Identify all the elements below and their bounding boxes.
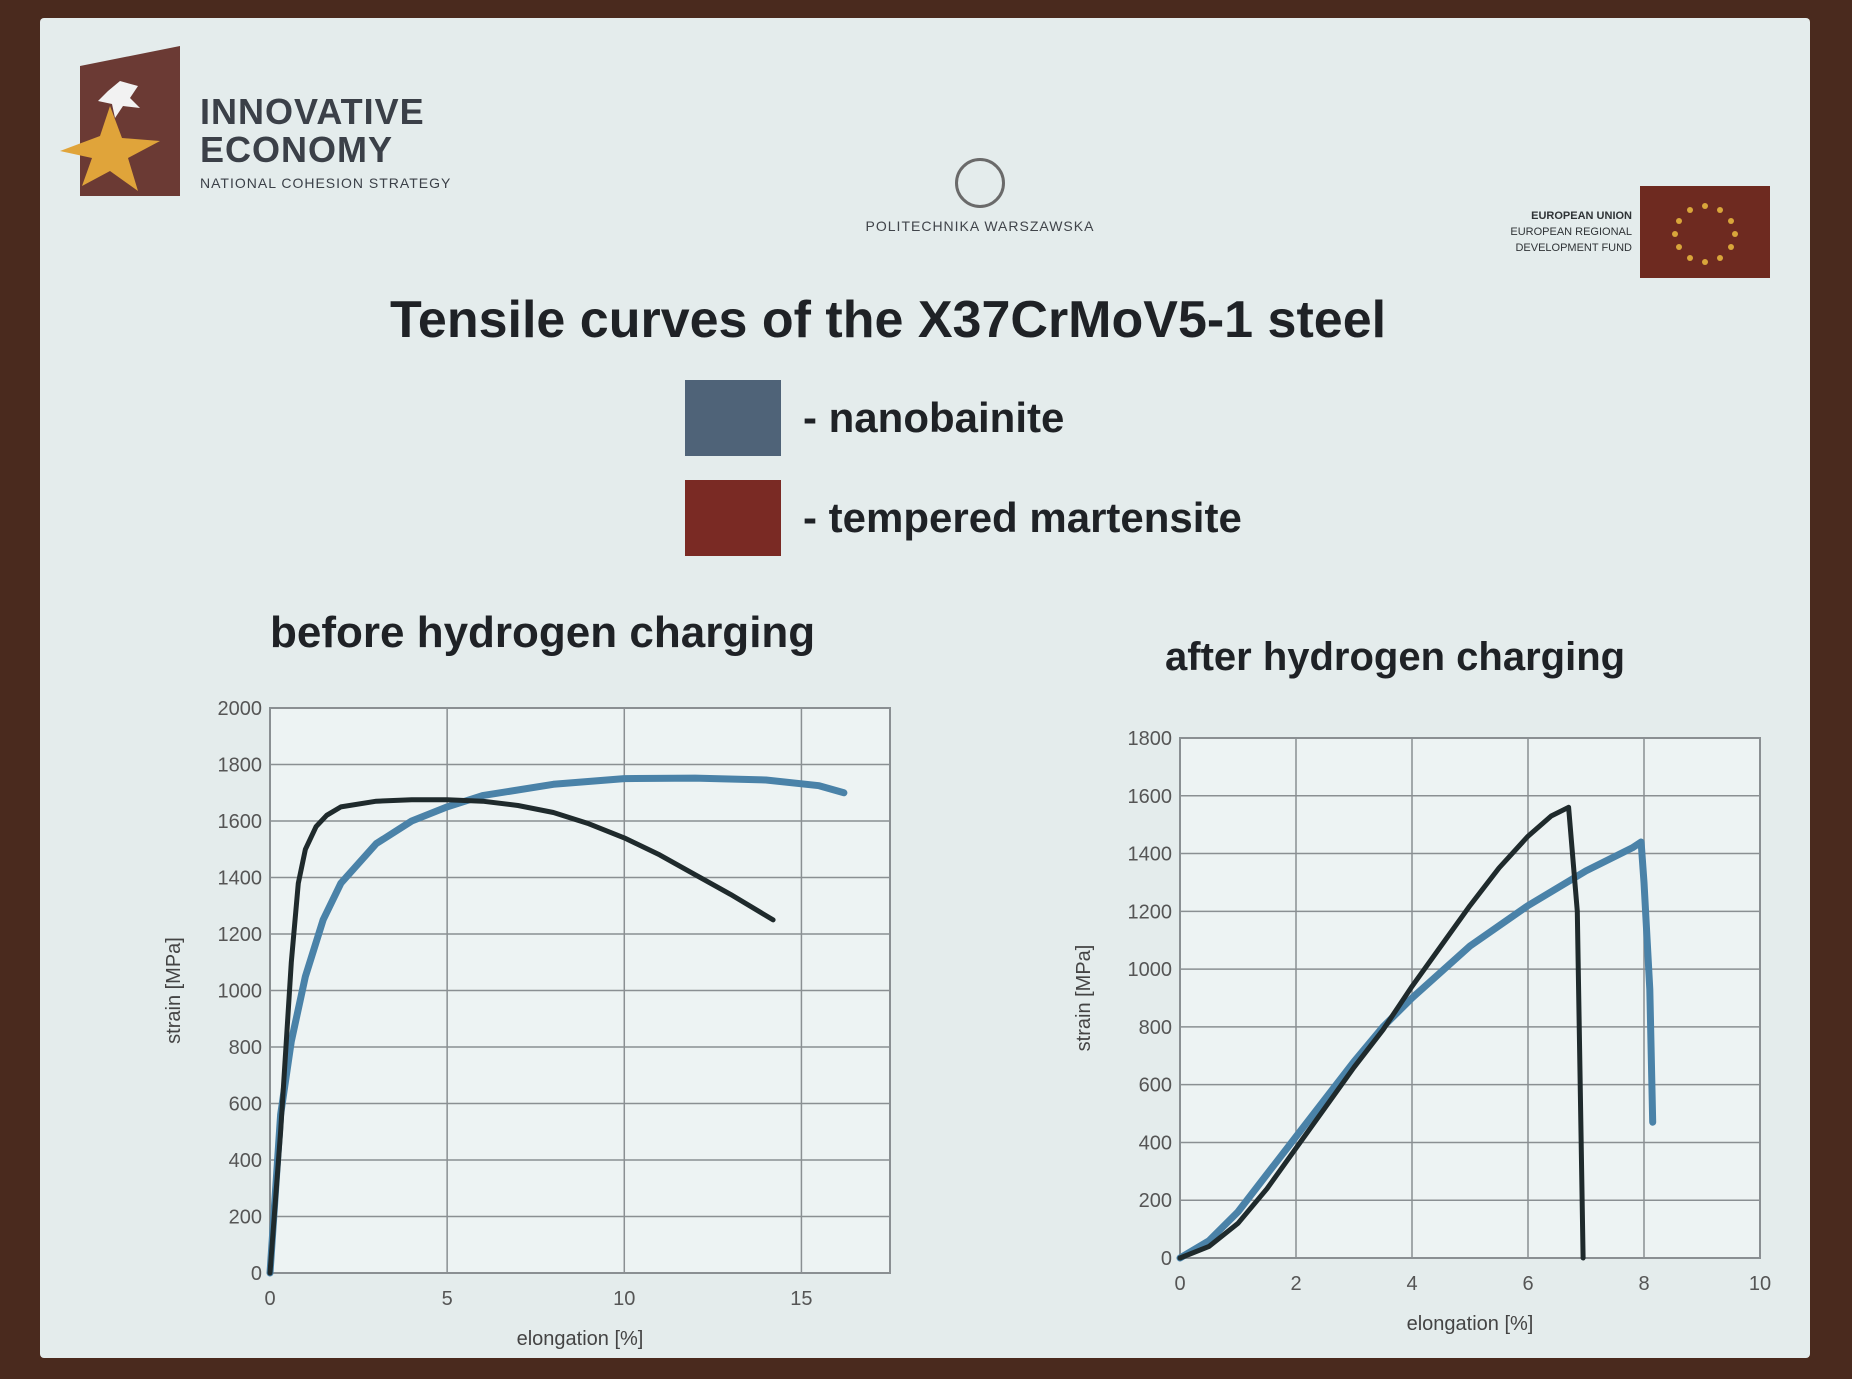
series-line-2 [267, 797, 776, 1276]
y-tick-label: 0 [251, 1263, 262, 1285]
y-tick-label: 1400 [1128, 844, 1173, 866]
y-tick-label: 200 [229, 1207, 262, 1229]
x-tick-label: 0 [1174, 1273, 1185, 1295]
x-axis-label: elongation [%] [1407, 1313, 1534, 1335]
y-tick-label: 0 [1161, 1248, 1172, 1270]
chart-title-before: before hydrogen charging [270, 608, 816, 657]
y-tick-label: 1000 [1128, 959, 1173, 981]
x-tick-label: 4 [1406, 1273, 1417, 1295]
innovative-economy-text: INNOVATIVE ECONOMY NATIONAL COHESION STR… [200, 91, 452, 192]
y-tick-label: 400 [1139, 1132, 1172, 1154]
legend-swatch-tempered-martensite [685, 480, 781, 556]
y-tick-label: 600 [1139, 1075, 1172, 1097]
y-tick-label: 600 [229, 1094, 262, 1116]
series-line-2 [1177, 804, 1586, 1261]
legend-tempered-martensite: - tempered martensite [685, 480, 1242, 556]
y-tick-label: 2000 [218, 698, 263, 720]
legend-label-nanobainite: - nanobainite [803, 394, 1065, 441]
chart-after-hydrogen: 0 200 400 600 800 1000 1200 1400 1600 1800 0 2 4 6 8 10… [1073, 728, 1771, 1335]
x-axis-label: elongation [%] [517, 1328, 644, 1350]
x-tick-label: 0 [264, 1288, 275, 1310]
y-tick-label: 800 [1139, 1017, 1172, 1039]
innovative-line2: ECONOMY [200, 129, 394, 170]
x-tick-label: 15 [790, 1288, 812, 1310]
x-tick-label: 8 [1638, 1273, 1649, 1295]
innovative-economy-logo [60, 46, 180, 196]
eu-line1: EUROPEAN UNION [1531, 210, 1632, 222]
x-tick-label: 10 [1749, 1273, 1771, 1295]
legend-nanobainite: - nanobainite [685, 380, 1064, 456]
university-name: POLITECHNIKA WARSZAWSKA [865, 218, 1095, 234]
slide-title: Tensile curves of the X37CrMoV5-1 steel [390, 291, 1387, 349]
legend-label-tempered-martensite: - tempered martensite [803, 494, 1242, 541]
chart-before-hydrogen: 0 200 400 600 800 1000 1200 1400 1600 1800 2000 0 5 1… [163, 698, 891, 1350]
slide: INNOVATIVE ECONOMY NATIONAL COHESION STR… [40, 18, 1810, 1358]
y-tick-label: 1400 [218, 868, 263, 890]
series-line-1 [1176, 838, 1657, 1262]
chart-title-after: after hydrogen charging [1165, 635, 1626, 679]
eu-logo: EUROPEAN UNION EUROPEAN REGIONAL DEVELOP… [1510, 186, 1770, 278]
y-tick-label: 1200 [1128, 901, 1173, 923]
x-tick-label: 10 [613, 1288, 635, 1310]
y-tick-label: 1600 [218, 811, 263, 833]
x-tick-label: 2 [1290, 1273, 1301, 1295]
series-line-1 [266, 774, 848, 1277]
y-tick-label: 400 [229, 1150, 262, 1172]
eu-text: EUROPEAN UNION EUROPEAN REGIONAL DEVELOP… [1510, 208, 1632, 256]
eu-line3: DEVELOPMENT FUND [1515, 242, 1632, 254]
legend-swatch-nanobainite [685, 380, 781, 456]
x-tick-label: 5 [442, 1288, 453, 1310]
university-logo: POLITECHNIKA WARSZAWSKA [810, 158, 1150, 234]
eu-line2: EUROPEAN REGIONAL [1510, 226, 1632, 238]
innovative-sub: NATIONAL COHESION STRATEGY [200, 175, 452, 191]
y-tick-label: 1800 [1128, 728, 1173, 750]
y-tick-label: 1200 [218, 924, 263, 946]
y-axis-label: strain [MPa] [163, 937, 185, 1044]
y-tick-label: 800 [229, 1037, 262, 1059]
plot-area [1179, 737, 1761, 1259]
y-tick-label: 1800 [218, 755, 263, 777]
y-tick-label: 200 [1139, 1190, 1172, 1212]
innovative-line1: INNOVATIVE [200, 91, 425, 132]
x-tick-label: 6 [1522, 1273, 1533, 1295]
eu-flag-icon [1640, 186, 1770, 278]
university-seal-icon [955, 158, 1005, 208]
y-axis-label: strain [MPa] [1073, 945, 1095, 1052]
y-tick-label: 1600 [1128, 786, 1173, 808]
y-tick-label: 1000 [218, 981, 263, 1003]
